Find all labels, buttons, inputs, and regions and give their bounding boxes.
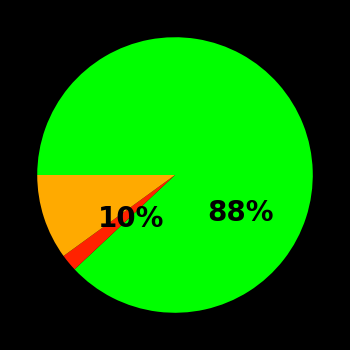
Wedge shape	[37, 175, 175, 256]
Wedge shape	[37, 37, 313, 313]
Wedge shape	[64, 175, 175, 269]
Text: 10%: 10%	[98, 205, 164, 233]
Text: 88%: 88%	[208, 199, 274, 227]
